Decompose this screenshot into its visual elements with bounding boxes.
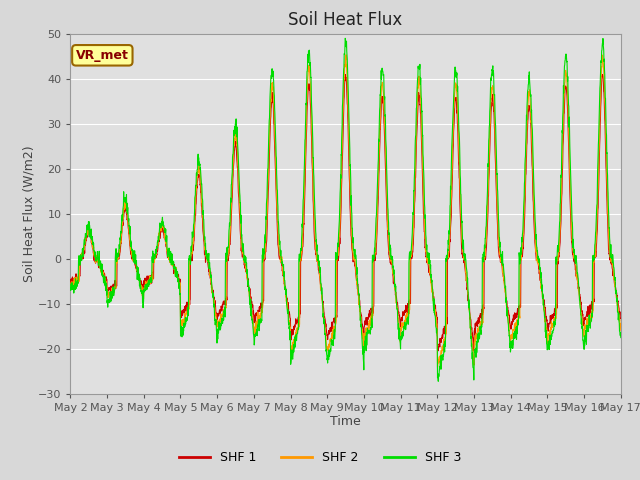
X-axis label: Time: Time xyxy=(330,415,361,429)
Legend: SHF 1, SHF 2, SHF 3: SHF 1, SHF 2, SHF 3 xyxy=(173,446,467,469)
Text: VR_met: VR_met xyxy=(76,49,129,62)
Y-axis label: Soil Heat Flux (W/m2): Soil Heat Flux (W/m2) xyxy=(22,145,35,282)
Title: Soil Heat Flux: Soil Heat Flux xyxy=(289,11,403,29)
